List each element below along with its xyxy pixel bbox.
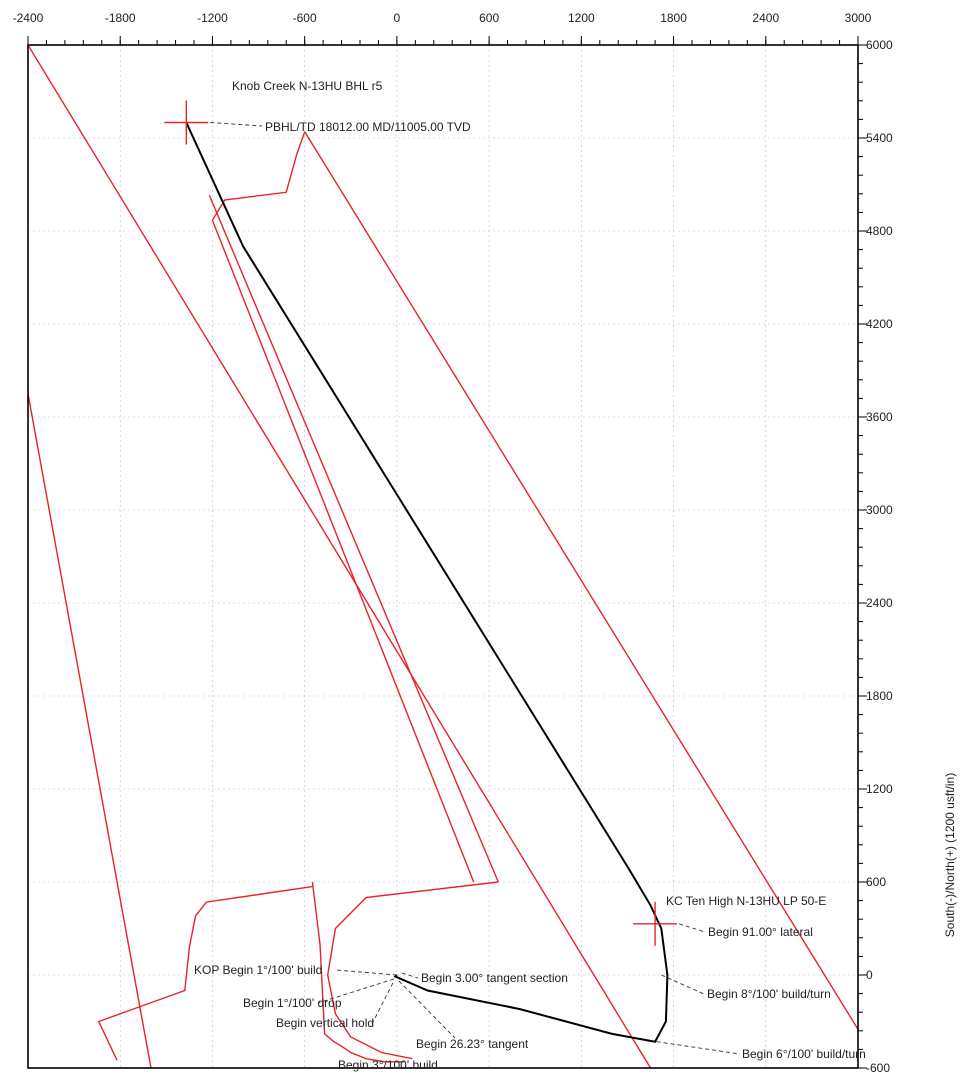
y-tick-label: 0 xyxy=(866,968,873,982)
build-turn-8-label: Begin 8°/100' build/turn xyxy=(707,987,831,1001)
y-tick-label: 4200 xyxy=(866,317,893,331)
y-tick-label: 2400 xyxy=(866,596,893,610)
kop-label: KOP Begin 1°/100' build xyxy=(194,963,322,977)
wellpath-line xyxy=(185,122,669,1043)
y-axis-title: South(-)/North(+) (1200 usft/in) xyxy=(943,773,957,937)
annotation-leader xyxy=(398,980,456,1039)
plot-frame xyxy=(27,44,859,1069)
y-tick-label: 600 xyxy=(866,875,886,889)
pbhl-label: PBHL/TD 18012.00 MD/11005.00 TVD xyxy=(265,120,471,134)
tangent-26-label: Begin 26.23° tangent xyxy=(416,1037,529,1051)
x-tick-label: -600 xyxy=(293,11,317,25)
tick-labels: -2400 -1800 -1200 -600 0 600 1200 1800 2400 3000 6… xyxy=(13,11,893,1075)
y-tick-label: 6000 xyxy=(866,38,893,52)
lease-line xyxy=(326,881,499,1060)
lateral-label: Begin 91.00° lateral xyxy=(708,925,813,939)
y-tick-label: 4800 xyxy=(866,224,893,238)
lease-line xyxy=(311,881,405,1063)
lease-line xyxy=(304,131,859,1030)
y-tick-label: 1200 xyxy=(866,782,893,796)
lease-line xyxy=(27,44,652,1069)
lease-line xyxy=(27,393,152,1069)
y-tick-label: -600 xyxy=(866,1061,890,1075)
annotation-leader xyxy=(210,122,263,127)
x-tick-label: 1800 xyxy=(660,11,687,25)
build-3-label: Begin 3°/100' build xyxy=(338,1058,438,1072)
x-tick-label: -1800 xyxy=(105,11,136,25)
grid-layer xyxy=(27,44,859,1069)
x-tick-label: -2400 xyxy=(13,11,44,25)
annotation-leader xyxy=(661,974,705,995)
x-tick-label: 600 xyxy=(479,11,499,25)
well-title: Knob Creek N-13HU BHL r5 xyxy=(232,79,383,93)
wellpath-layer xyxy=(164,100,678,1043)
x-tick-label: 1200 xyxy=(568,11,595,25)
lease-line xyxy=(208,195,499,883)
drop-label: Begin 1°/100' drop xyxy=(243,996,342,1010)
x-tick-label: 2400 xyxy=(752,11,779,25)
y-tick-label: 3000 xyxy=(866,503,893,517)
lease-line xyxy=(211,131,306,221)
lp-target-label: KC Ten High N-13HU LP 50-E xyxy=(666,894,826,908)
y-tick-label: 1800 xyxy=(866,689,893,703)
leader-lines xyxy=(210,122,741,1055)
annotation-leader xyxy=(335,969,397,976)
vertical-hold-label: Begin vertical hold xyxy=(276,1016,374,1030)
y-tick-label: 5400 xyxy=(866,131,893,145)
annotation-leader xyxy=(317,978,395,1004)
lease-lines xyxy=(27,44,859,1069)
lease-line xyxy=(97,885,313,1061)
annotation-leader xyxy=(656,1041,741,1055)
annotation-leader xyxy=(401,972,419,979)
tangent-section-label: Begin 3.00° tangent section xyxy=(421,971,568,985)
build-turn-6-label: Begin 6°/100' build/turn xyxy=(742,1047,866,1061)
lease-line xyxy=(211,219,475,883)
x-tick-label: 0 xyxy=(394,11,401,25)
x-tick-label: 3000 xyxy=(845,11,872,25)
tick-marks xyxy=(27,36,867,1069)
annotation-leader xyxy=(678,923,706,933)
y-tick-label: 3600 xyxy=(866,410,893,424)
x-tick-label: -1200 xyxy=(197,11,228,25)
annotation-leader xyxy=(371,982,394,1025)
